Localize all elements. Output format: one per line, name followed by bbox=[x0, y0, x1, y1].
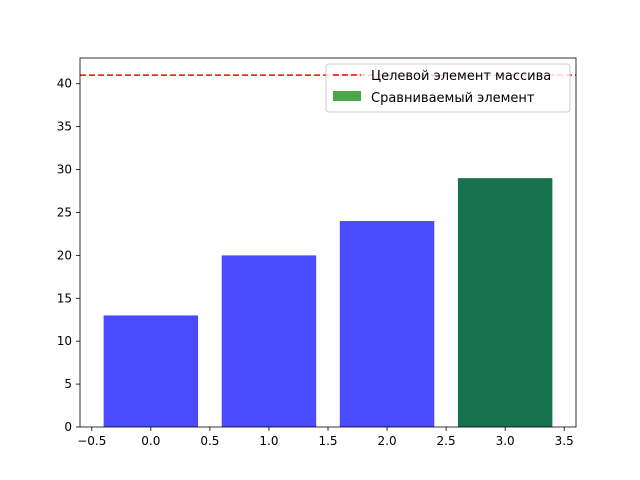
legend-box bbox=[325, 63, 571, 113]
y-tick-label: 15 bbox=[57, 291, 72, 305]
bars-group bbox=[103, 178, 553, 427]
x-tick-label: 2.0 bbox=[378, 434, 397, 448]
x-tick-label: 3.5 bbox=[555, 434, 574, 448]
bar-0 bbox=[103, 315, 199, 427]
legend: Целевой элемент массива Сравниваемый эле… bbox=[325, 63, 571, 113]
y-tick-label: 10 bbox=[57, 334, 72, 348]
y-tick-label: 25 bbox=[57, 205, 72, 219]
bar-2 bbox=[339, 221, 435, 427]
x-tick-label: 1.5 bbox=[318, 434, 337, 448]
legend-compared-patch-sample bbox=[333, 91, 361, 101]
y-tick-label: 40 bbox=[57, 77, 72, 91]
y-tick-label: 20 bbox=[57, 248, 72, 262]
x-tick-label: 3.0 bbox=[496, 434, 515, 448]
legend-label-target: Целевой элемент массива bbox=[371, 69, 551, 84]
y-tick-label: 0 bbox=[64, 420, 72, 434]
y-axis: 0 5 10 15 20 25 30 35 40 bbox=[57, 77, 80, 434]
x-tick-label: 0.5 bbox=[200, 434, 219, 448]
y-tick-label: 5 bbox=[64, 377, 72, 391]
bar-1 bbox=[221, 255, 317, 427]
x-tick-label: 0.0 bbox=[141, 434, 160, 448]
x-tick-label: −0.5 bbox=[77, 434, 106, 448]
bar-3 bbox=[457, 178, 553, 427]
y-tick-label: 30 bbox=[57, 163, 72, 177]
x-axis: −0.5 0.0 0.5 1.0 1.5 2.0 2.5 3.0 3.5 bbox=[77, 427, 574, 448]
y-tick-label: 35 bbox=[57, 120, 72, 134]
x-tick-label: 2.5 bbox=[437, 434, 456, 448]
x-tick-label: 1.0 bbox=[259, 434, 278, 448]
legend-label-compared: Сравниваемый элемент bbox=[371, 91, 535, 106]
